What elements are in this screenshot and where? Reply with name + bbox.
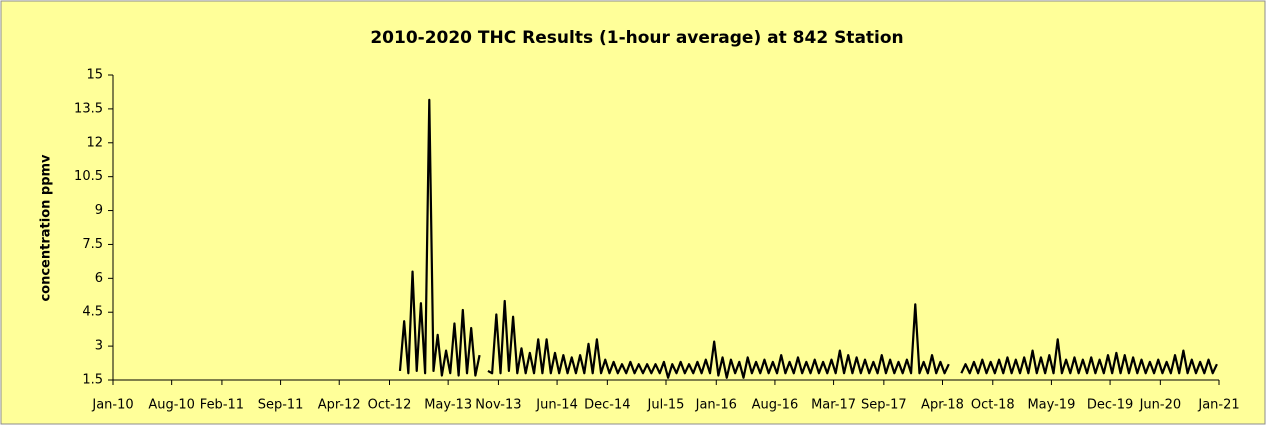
y-tick-label: 3: [95, 339, 103, 354]
x-tick-label: Sep-11: [258, 398, 304, 413]
data-line: [398, 98, 1218, 379]
x-tick-label: Jun-20: [1139, 398, 1182, 413]
x-tick-label: Nov-13: [475, 398, 521, 413]
x-tick-label: Oct-12: [368, 398, 412, 413]
y-tick-label: 7.5: [82, 237, 103, 252]
x-tick-label: Oct-18: [971, 398, 1015, 413]
x-tick-label: Jun-14: [535, 398, 578, 413]
y-tick-label: 9: [95, 203, 103, 218]
x-tick-label: Sep-17: [861, 398, 907, 413]
y-tick-label: 4.5: [82, 305, 103, 320]
x-tick-label: Apr-12: [318, 398, 361, 413]
y-axis-label: concentration ppmv: [39, 154, 54, 302]
x-tick-label: Dec-14: [584, 398, 630, 413]
x-tick-label: Jan-21: [1197, 398, 1239, 413]
x-tick-label: Apr-18: [921, 398, 964, 413]
x-tick-label: Jan-16: [695, 398, 737, 413]
chart-title: 2010-2020 THC Results (1-hour average) a…: [370, 28, 903, 48]
x-tick-label: Aug-10: [148, 398, 195, 413]
x-tick-label: Jan-10: [91, 398, 133, 413]
x-tick-label: Aug-16: [752, 398, 799, 413]
x-tick-label: Dec-19: [1087, 398, 1133, 413]
y-tick-label: 12: [86, 135, 103, 150]
x-tick-label: Mar-17: [811, 398, 856, 413]
x-tick-label: Feb-11: [200, 398, 244, 413]
x-tick-label: May-13: [424, 398, 472, 413]
y-tick-label: 13.5: [74, 101, 103, 116]
y-tick-label: 10.5: [74, 169, 103, 184]
x-tick-label: Jul-15: [647, 398, 685, 413]
y-tick-label: 6: [95, 271, 103, 286]
x-tick-label: May-19: [1027, 398, 1075, 413]
y-tick-label: 15: [86, 68, 103, 83]
y-tick-label: 1.5: [82, 373, 103, 388]
